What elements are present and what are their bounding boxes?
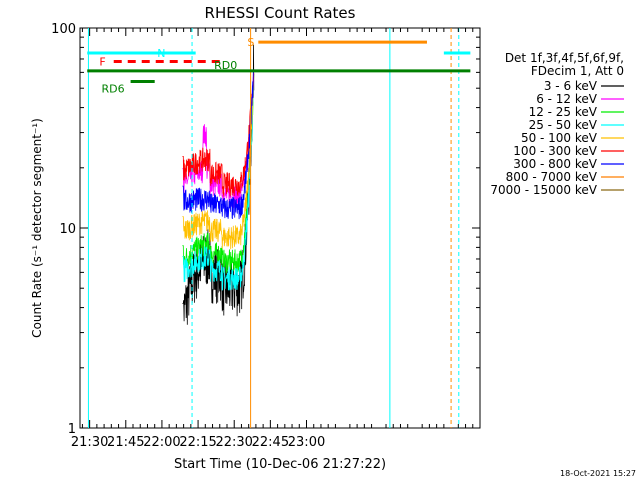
plot-area: N S F RD0 RD6 21:3021:4522:0022:1522:3022:45… bbox=[51, 22, 481, 450]
flag-label-4: RD0 bbox=[214, 59, 237, 72]
legend-entry-label: 100 - 300 keV bbox=[513, 144, 597, 158]
legend-entry-label: 7000 - 15000 keV bbox=[490, 183, 597, 197]
x-tick-label: 22:00 bbox=[143, 435, 180, 450]
legend: Det 1f,3f,4f,5f,6f,9f,FDecim 1, Att 03 -… bbox=[490, 51, 624, 197]
legend-entry-label: 300 - 800 keV bbox=[513, 157, 597, 171]
x-tick-label: 21:45 bbox=[107, 435, 144, 450]
x-tick-label: 22:30 bbox=[215, 435, 252, 450]
series-line-3 bbox=[182, 74, 255, 291]
x-tick-label: 22:15 bbox=[179, 435, 216, 450]
series-line-5 bbox=[182, 72, 255, 197]
legend-header-line: Det 1f,3f,4f,5f,6f,9f, bbox=[505, 51, 624, 65]
legend-entry-label: 800 - 7000 keV bbox=[506, 170, 598, 184]
x-tick-label: 22:45 bbox=[252, 435, 289, 450]
legend-header-line: FDecim 1, Att 0 bbox=[531, 64, 624, 78]
series-line-6 bbox=[182, 69, 255, 220]
x-axis-label: Start Time (10-Dec-06 21:27:22) bbox=[174, 457, 386, 472]
series-line-1 bbox=[182, 77, 255, 208]
footer-timestamp: 18-Oct-2021 15:27 bbox=[560, 469, 636, 478]
y-tick-label: 10 bbox=[59, 222, 76, 237]
legend-entry-label: 50 - 100 keV bbox=[521, 131, 598, 145]
flag-label-0: N bbox=[157, 47, 165, 60]
flag-label-2: S bbox=[247, 36, 254, 49]
legend-entry-label: 3 - 6 keV bbox=[544, 79, 598, 93]
legend-entry-label: 6 - 12 keV bbox=[536, 92, 598, 106]
legend-entry-label: 25 - 50 keV bbox=[529, 118, 598, 132]
x-tick-label: 21:30 bbox=[71, 435, 108, 450]
series-line-4 bbox=[182, 73, 255, 250]
y-tick-label: 1 bbox=[68, 422, 76, 437]
legend-entry-label: 12 - 25 keV bbox=[529, 105, 598, 119]
chart-title: RHESSI Count Rates bbox=[205, 4, 356, 22]
y-tick-label: 100 bbox=[51, 22, 76, 37]
x-tick-label: 23:00 bbox=[288, 435, 325, 450]
flag-label-3: F bbox=[99, 55, 105, 68]
y-axis-label: Count Rate (s⁻¹ detector segment⁻¹) bbox=[30, 118, 44, 338]
flag-label-5: RD6 bbox=[101, 83, 124, 96]
flags-layer: N S F RD0 RD6 bbox=[87, 28, 471, 428]
series-layer bbox=[182, 44, 255, 325]
